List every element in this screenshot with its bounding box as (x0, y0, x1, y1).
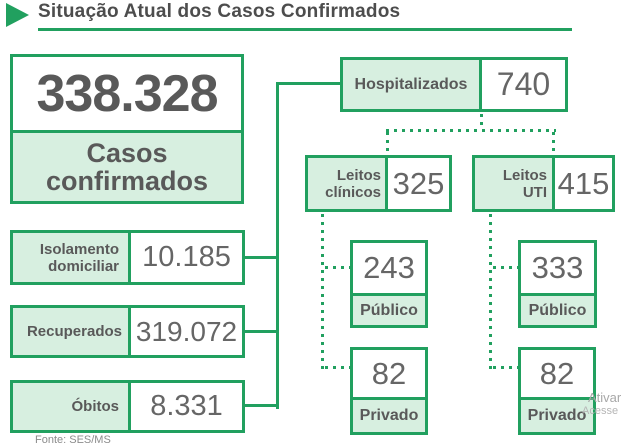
connector-isolamento (244, 256, 279, 259)
stat-box-isolamento: Isolamento domiciliar 10.185 (10, 230, 245, 285)
hospitalized-label: Hospitalizados (343, 60, 482, 109)
confirmed-cases-box: 338.328 Casos confirmados (10, 54, 244, 204)
title-arrow-icon (6, 3, 29, 27)
hospitalized-value: 740 (496, 66, 551, 102)
clinical-public-box: 243 Público (350, 240, 428, 328)
icu-public-value: 333 (531, 250, 584, 285)
clinical-private-box: 82 Privado (350, 347, 428, 435)
isolamento-label: Isolamento domiciliar (13, 233, 131, 282)
dotted-to-clinical-beds (386, 132, 389, 154)
icu-public-box: 333 Público (518, 240, 597, 328)
icu-beds-label: Leitos UTI (475, 158, 555, 209)
clinical-beds-box: Leitos clínicos 325 (305, 155, 452, 212)
icu-private-box: 82 Privado (518, 347, 596, 435)
icu-beds-box: Leitos UTI 415 (472, 155, 615, 212)
isolamento-value: 10.185 (142, 241, 231, 273)
dotted-to-clinical-private (325, 366, 350, 369)
icu-beds-value: 415 (557, 165, 610, 201)
clinical-beds-label: Leitos clínicos (308, 158, 388, 209)
clinical-private-label: Privado (353, 397, 425, 432)
recuperados-label: Recuperados (13, 308, 131, 355)
obitos-value: 8.331 (150, 390, 223, 422)
watermark-activate-line1: Ativar (588, 390, 622, 405)
dotted-to-icu-private (493, 366, 518, 369)
dotted-under-hospitalized (480, 114, 483, 130)
page-title: Situação Atual dos Casos Confirmados (38, 1, 401, 22)
watermark-activate-line2: Acesse (582, 405, 619, 417)
obitos-label: Óbitos (13, 383, 131, 430)
clinical-public-value: 243 (363, 250, 415, 285)
source-note: Fonte: SES/MS (35, 434, 111, 443)
stat-box-obitos: Óbitos 8.331 (10, 380, 245, 433)
dotted-icu-vertical (489, 214, 492, 370)
icu-private-label: Privado (521, 397, 593, 432)
connector-recuperados (244, 330, 279, 333)
clinical-public-label: Público (353, 293, 425, 325)
dotted-beds-branch (386, 129, 556, 132)
connector-obitos (244, 404, 279, 407)
icu-public-label: Público (521, 293, 594, 325)
recuperados-value: 319.072 (135, 315, 238, 347)
dotted-to-clinical-public (325, 266, 350, 269)
clinical-private-value: 82 (371, 355, 407, 391)
dotted-to-icu-beds (552, 132, 555, 154)
dotted-to-icu-public (493, 266, 518, 269)
hospitalized-box: Hospitalizados 740 (340, 57, 568, 112)
stat-box-recuperados: Recuperados 319.072 (10, 305, 245, 358)
confirmed-cases-value: 338.328 (13, 57, 241, 130)
connector-hospitalized (276, 82, 340, 85)
confirmed-cases-label: Casos confirmados (13, 130, 241, 201)
title-underline (38, 28, 572, 31)
connector-main-vertical (276, 82, 279, 409)
dotted-clinical-vertical (321, 214, 324, 370)
clinical-beds-value: 325 (392, 165, 445, 201)
icu-private-value: 82 (539, 355, 575, 391)
